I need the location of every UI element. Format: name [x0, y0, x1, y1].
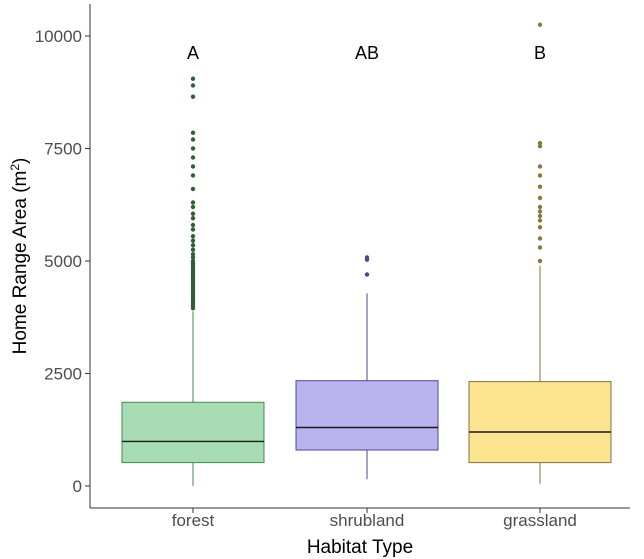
box-shrubland: AB [295, 43, 439, 480]
outlier-point [190, 83, 196, 88]
x-axis-title: Habitat Type [307, 537, 413, 558]
outlier-point [190, 255, 196, 260]
y-axis-title: Home Range Area (m2) [8, 158, 31, 355]
outlier-point [537, 184, 543, 189]
box-forest: A [121, 43, 265, 486]
iqr-box [121, 401, 265, 464]
y-tick-label: 5000 [44, 252, 82, 271]
y-tick-label: 7500 [44, 140, 82, 159]
outlier-point [190, 258, 196, 264]
outlier-point [537, 164, 543, 169]
box-grassland: B [468, 22, 612, 484]
outlier-point [190, 164, 196, 169]
iqr-box [295, 380, 439, 451]
significance-letter: AB [355, 43, 379, 63]
y-tick-label: 2500 [44, 365, 82, 384]
significance-letter: A [187, 43, 199, 63]
outlier-point [190, 146, 196, 151]
outlier-point [190, 155, 196, 160]
y-axis-ticks: 0 2500 5000 7500 10000 [35, 27, 90, 496]
outlier-point [537, 140, 543, 146]
outlier-point [537, 209, 543, 214]
outlier-point [537, 236, 543, 241]
y-axis-title-superscript: 2 [8, 164, 22, 171]
plot-area: A AB B [121, 22, 612, 486]
y-axis-title-close: ) [10, 158, 31, 164]
outlier-point [190, 94, 196, 99]
outlier-point [364, 255, 370, 260]
outlier-point [537, 144, 543, 149]
outlier-point [537, 204, 543, 210]
outlier-point [537, 258, 543, 264]
y-tick-label: 0 [73, 477, 82, 496]
outlier-point [190, 211, 196, 216]
outlier-point [190, 243, 196, 248]
outlier-point [190, 186, 196, 192]
outlier-point [190, 252, 196, 257]
y-axis-title-main: Home Range Area (m [10, 171, 31, 355]
outlier-point [190, 238, 196, 243]
outlier-point [537, 22, 543, 27]
outlier-point [537, 225, 543, 230]
outlier-point [190, 222, 196, 228]
outlier-point [190, 204, 196, 210]
outlier-point [190, 173, 196, 178]
outlier-point [537, 213, 543, 219]
outlier-point [190, 227, 196, 232]
outlier-point [190, 216, 196, 221]
outlier-point [190, 76, 196, 81]
significance-letter: B [534, 43, 546, 63]
outlier-point [190, 247, 196, 252]
outlier-point [537, 173, 543, 178]
outlier-point [537, 245, 543, 250]
outlier-point [190, 137, 196, 142]
y-tick-label: 10000 [35, 27, 82, 46]
outlier-point [190, 130, 196, 135]
outlier-point [190, 200, 196, 205]
outlier-point [537, 218, 543, 223]
x-axis-ticks: forest shrubland grassland [172, 508, 577, 530]
iqr-box [468, 381, 612, 464]
x-tick-label: shrubland [330, 511, 405, 530]
x-tick-label: grassland [503, 511, 577, 530]
outlier-point [537, 195, 543, 201]
outlier-point [364, 272, 370, 277]
x-tick-label: forest [172, 511, 215, 530]
outlier-point [190, 234, 196, 239]
